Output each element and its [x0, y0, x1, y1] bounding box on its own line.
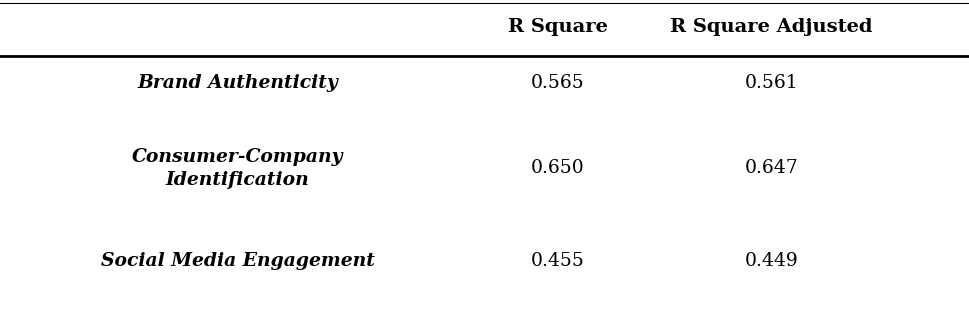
Text: Consumer-Company
Identification: Consumer-Company Identification — [132, 148, 343, 189]
Text: 0.561: 0.561 — [743, 74, 797, 92]
Text: Brand Authenticity: Brand Authenticity — [138, 74, 337, 92]
Text: 0.449: 0.449 — [743, 251, 797, 270]
Text: 0.455: 0.455 — [530, 251, 584, 270]
Text: 0.565: 0.565 — [530, 74, 584, 92]
Text: Social Media Engagement: Social Media Engagement — [101, 251, 374, 270]
Text: R Square: R Square — [508, 17, 607, 36]
Text: R Square Adjusted: R Square Adjusted — [670, 17, 871, 36]
Text: 0.650: 0.650 — [530, 159, 584, 178]
Text: 0.647: 0.647 — [743, 159, 797, 178]
